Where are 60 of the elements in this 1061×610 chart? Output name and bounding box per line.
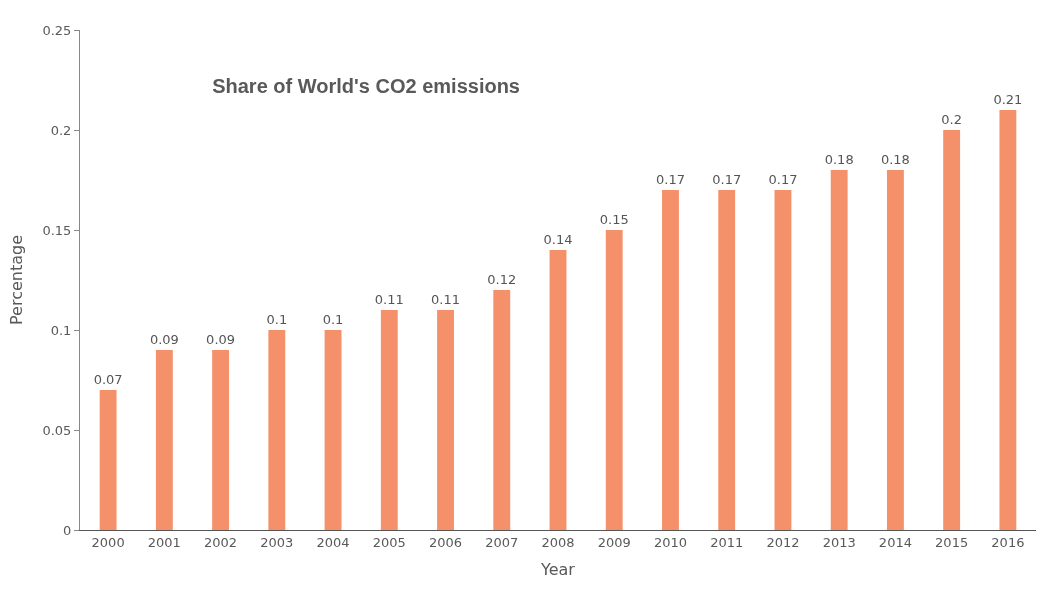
bar xyxy=(99,390,117,530)
x-tick-label: 2001 xyxy=(147,534,181,550)
bar xyxy=(380,310,398,530)
bar xyxy=(155,350,173,530)
data-label: 0.17 xyxy=(656,172,685,187)
bar xyxy=(493,290,511,530)
bar xyxy=(886,170,904,530)
x-tick-label: 2013 xyxy=(822,534,856,550)
x-tick-label: 2014 xyxy=(878,534,912,550)
data-label: 0.14 xyxy=(543,232,573,247)
y-tick-label: 0.15 xyxy=(42,222,72,238)
bar xyxy=(718,190,736,530)
x-tick-label: 2000 xyxy=(91,534,125,550)
bar xyxy=(212,350,230,530)
x-tick-label: 2015 xyxy=(935,534,969,550)
data-label: 0.18 xyxy=(880,152,910,167)
y-axis-title: Percentage xyxy=(7,234,27,326)
x-tick-label: 2009 xyxy=(597,534,631,550)
data-label: 0.1 xyxy=(322,312,344,327)
x-tick-label: 2004 xyxy=(316,534,350,550)
y-tick-label: 0.25 xyxy=(42,22,72,38)
data-label: 0.11 xyxy=(374,292,404,307)
bar xyxy=(549,250,567,530)
bar xyxy=(605,230,623,530)
bar xyxy=(324,330,342,530)
bar xyxy=(830,170,848,530)
y-tick-label: 0.2 xyxy=(50,122,72,138)
data-label: 0.09 xyxy=(149,332,179,347)
data-label: 0.18 xyxy=(824,152,854,167)
x-tick-label: 2006 xyxy=(428,534,463,550)
data-label: 0.17 xyxy=(712,172,742,187)
x-tick-label: 2011 xyxy=(710,534,744,550)
data-label: 0.12 xyxy=(487,272,517,287)
bar xyxy=(943,130,961,530)
bar xyxy=(268,330,286,530)
data-label: 0.15 xyxy=(599,212,629,227)
x-tick-label: 2012 xyxy=(766,534,800,550)
y-tick-label: 0 xyxy=(63,522,72,538)
text: Share of World's CO2 emissions xyxy=(212,75,521,98)
y-tick-label: 0.1 xyxy=(50,322,72,338)
bar xyxy=(774,190,792,530)
x-tick-label: 2003 xyxy=(260,534,294,550)
y-tick-label: 0.05 xyxy=(42,422,72,438)
bar xyxy=(662,190,679,530)
x-tick-label: 2010 xyxy=(653,534,688,550)
x-tick-label: 2007 xyxy=(485,534,519,550)
bar xyxy=(437,310,454,530)
data-label: 0.09 xyxy=(206,332,236,347)
data-label: 0.07 xyxy=(93,372,123,387)
data-label: 0.21 xyxy=(993,92,1023,107)
data-label: 0.2 xyxy=(941,112,962,127)
data-label: 0.11 xyxy=(431,292,460,307)
data-label: 0.1 xyxy=(266,312,288,327)
x-tick-label: 2008 xyxy=(541,534,575,550)
x-tick-label: 2005 xyxy=(372,534,406,550)
x-tick-label: 2002 xyxy=(204,534,238,550)
data-label: 0.17 xyxy=(768,172,798,187)
x-axis-title: Year xyxy=(540,560,576,580)
bar xyxy=(999,110,1017,530)
x-tick-label: 2016 xyxy=(991,534,1025,550)
